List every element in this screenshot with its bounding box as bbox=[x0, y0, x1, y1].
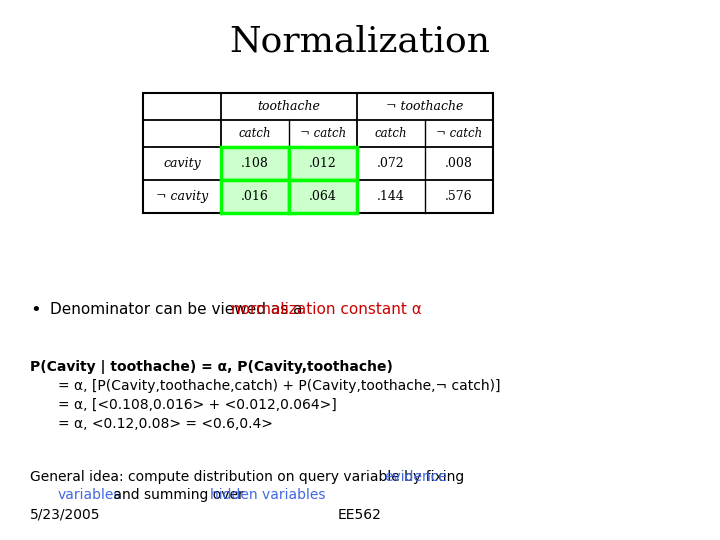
Text: ¬ toothache: ¬ toothache bbox=[387, 100, 464, 113]
Text: normalization constant α: normalization constant α bbox=[231, 302, 422, 318]
Text: •: • bbox=[30, 301, 41, 319]
Text: Denominator can be viewed as a: Denominator can be viewed as a bbox=[50, 302, 307, 318]
Text: .144: .144 bbox=[377, 190, 405, 203]
Text: ¬ cavity: ¬ cavity bbox=[156, 190, 208, 203]
Text: .016: .016 bbox=[241, 190, 269, 203]
Text: toothache: toothache bbox=[258, 100, 320, 113]
Text: variables: variables bbox=[58, 488, 122, 502]
Text: .064: .064 bbox=[309, 190, 337, 203]
Text: .108: .108 bbox=[241, 157, 269, 170]
Text: Normalization: Normalization bbox=[230, 25, 490, 59]
Text: = α, [P(Cavity,toothache,catch) + P(Cavity,toothache,¬ catch)]: = α, [P(Cavity,toothache,catch) + P(Cavi… bbox=[58, 379, 500, 393]
Text: and summing over: and summing over bbox=[109, 488, 248, 502]
Text: .008: .008 bbox=[445, 157, 473, 170]
Text: catch: catch bbox=[239, 127, 271, 140]
Text: EE562: EE562 bbox=[338, 508, 382, 522]
Text: 5/23/2005: 5/23/2005 bbox=[30, 508, 101, 522]
Text: General idea: compute distribution on query variable by fixing: General idea: compute distribution on qu… bbox=[30, 470, 469, 484]
Text: .576: .576 bbox=[445, 190, 473, 203]
Text: = α, [<0.108,0.016> + <0.012,0.064>]: = α, [<0.108,0.016> + <0.012,0.064>] bbox=[58, 398, 337, 412]
Text: P(Cavity | toothache) = α, P(Cavity,toothache): P(Cavity | toothache) = α, P(Cavity,toot… bbox=[30, 360, 393, 374]
Text: cavity: cavity bbox=[163, 157, 201, 170]
Text: ¬ catch: ¬ catch bbox=[436, 127, 482, 140]
Text: .012: .012 bbox=[309, 157, 337, 170]
Text: catch: catch bbox=[374, 127, 408, 140]
Text: ¬ catch: ¬ catch bbox=[300, 127, 346, 140]
Text: evidence: evidence bbox=[384, 470, 447, 484]
Text: hidden variables: hidden variables bbox=[210, 488, 325, 502]
Text: .072: .072 bbox=[377, 157, 405, 170]
Text: = α, <0.12,0.08> = <0.6,0.4>: = α, <0.12,0.08> = <0.6,0.4> bbox=[58, 417, 273, 431]
